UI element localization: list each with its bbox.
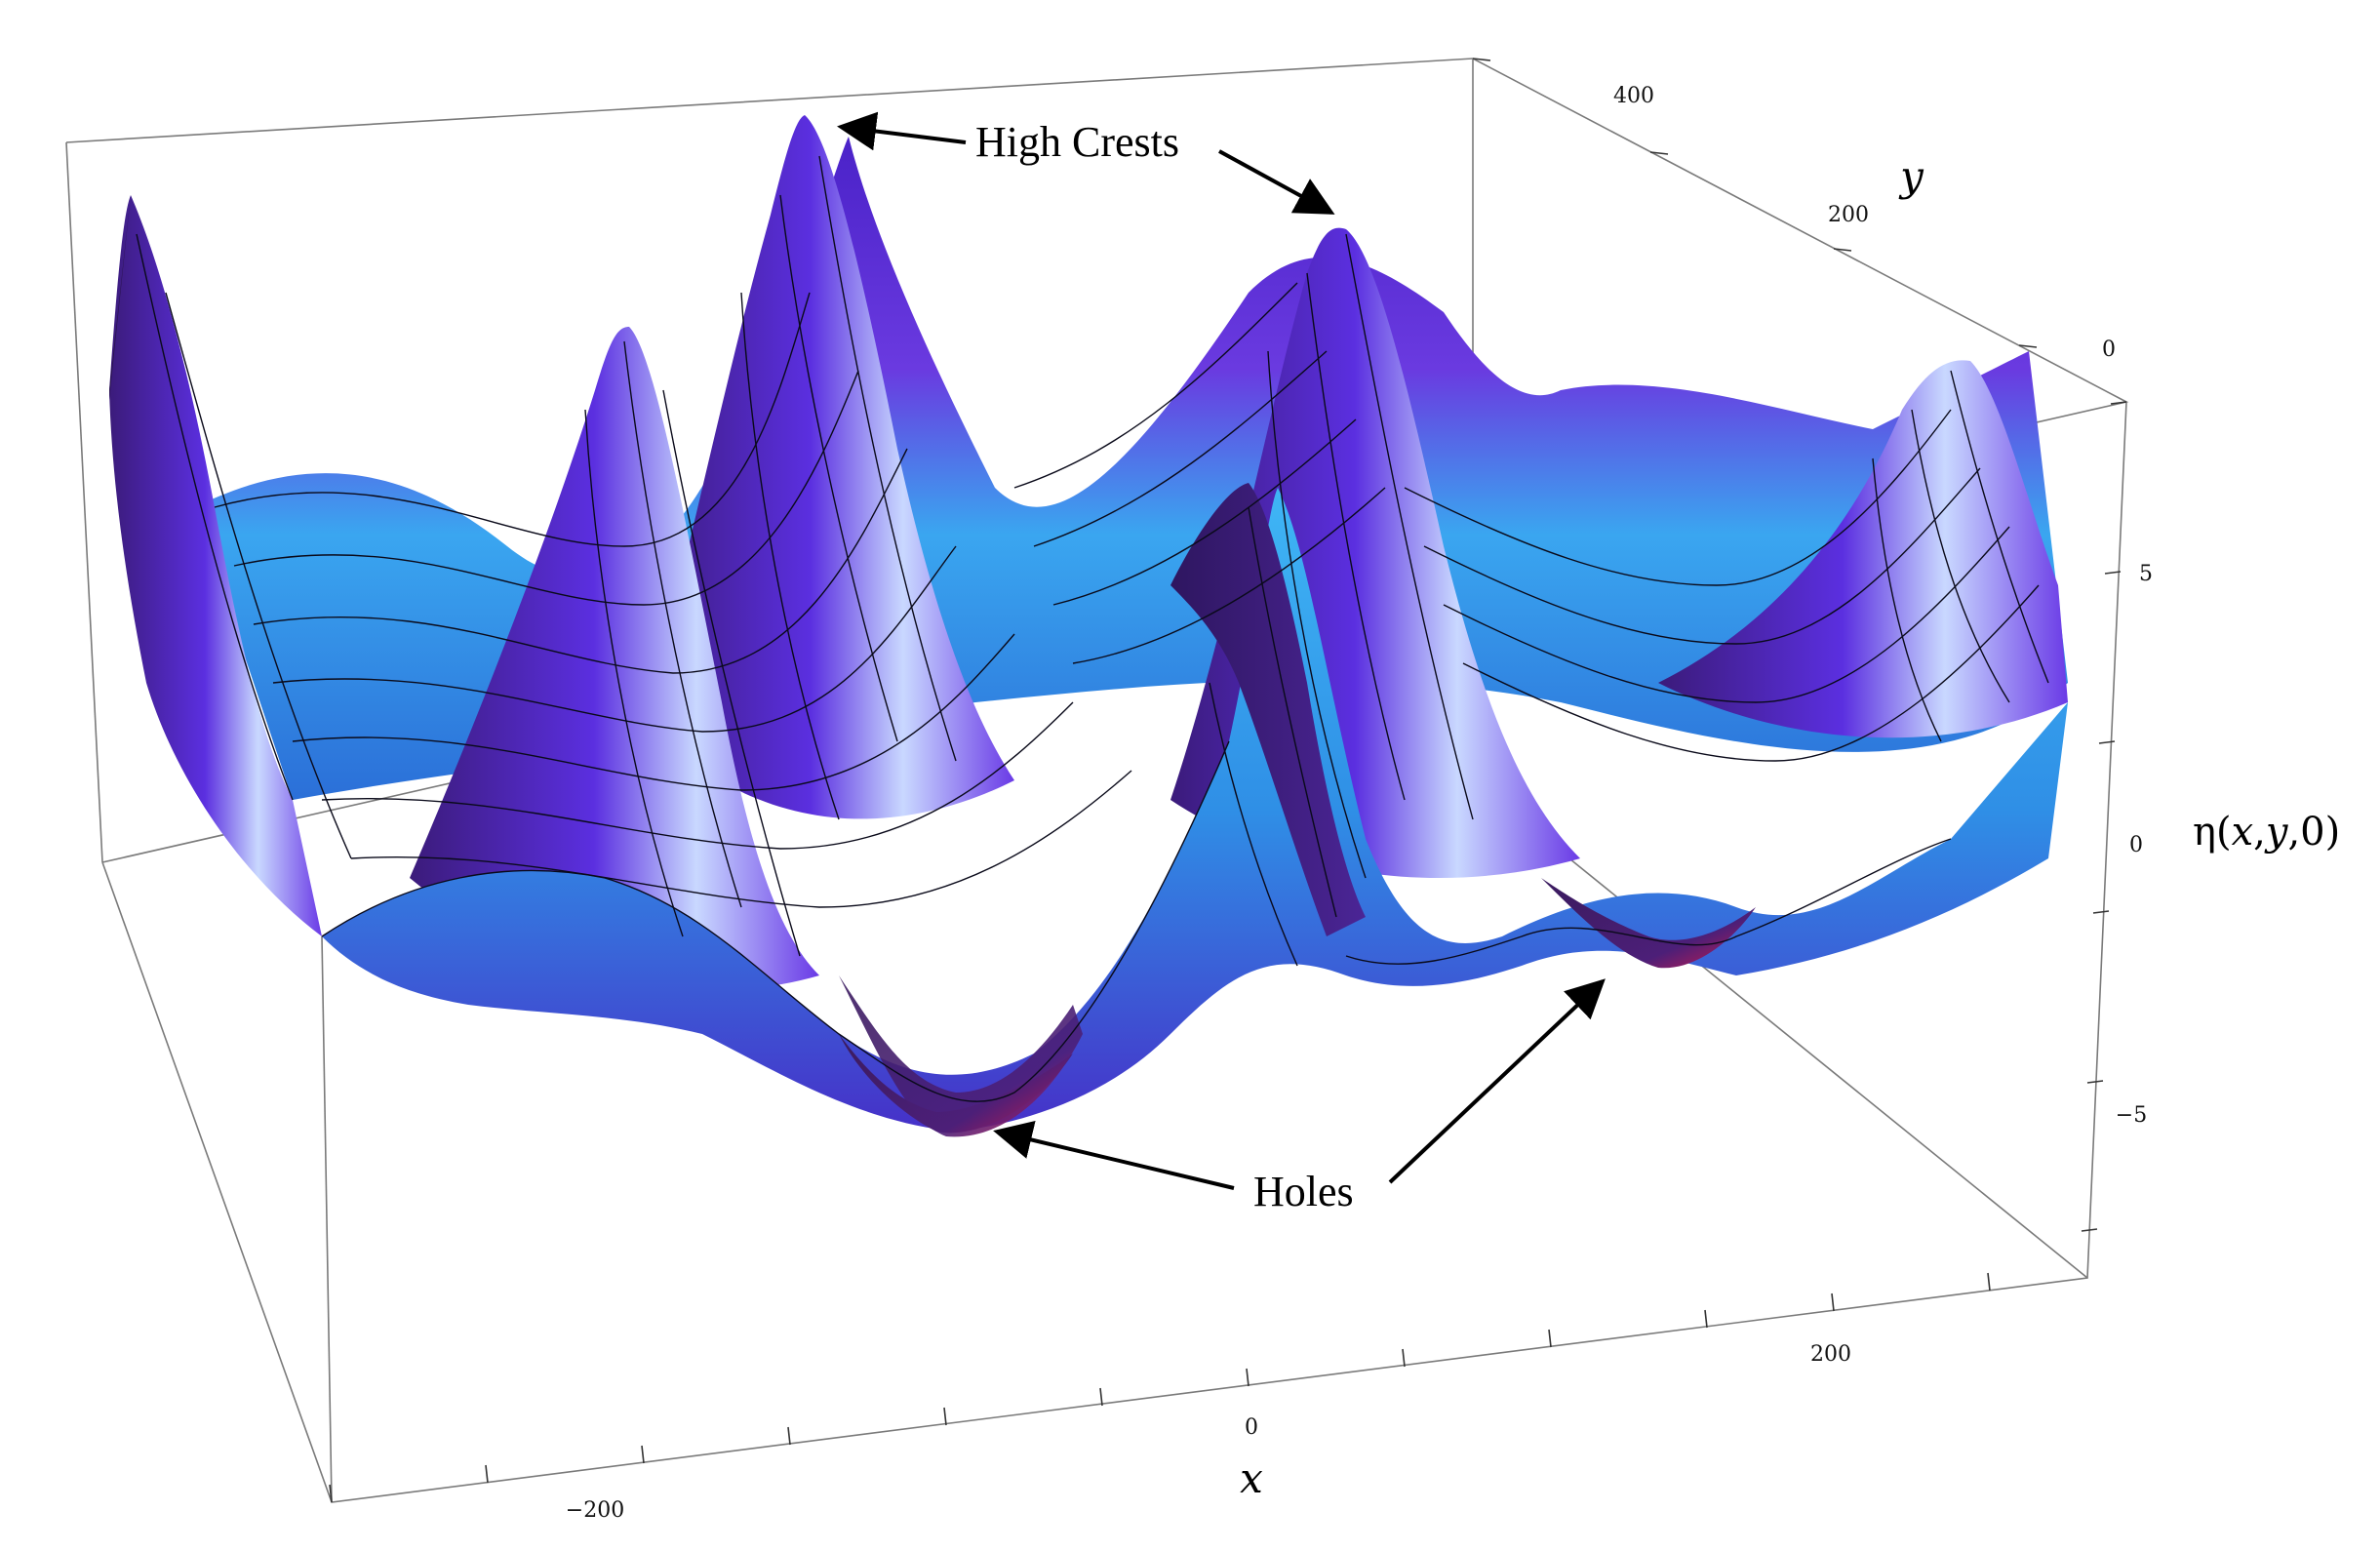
crest-arrow — [1218, 149, 1335, 215]
y-tick-label: 400 — [1613, 84, 1654, 108]
z-axis-label: η(x,y,0) — [2193, 810, 2340, 855]
x-axis: −200 0 200 x — [329, 1272, 1991, 1523]
z-tick-label: 0 — [2129, 833, 2143, 857]
high-crests-label: High Crests — [975, 118, 1179, 166]
hole-arrow — [993, 1120, 1235, 1190]
x-axis-label: x — [1240, 1454, 1263, 1502]
wave-surface — [109, 115, 2068, 1137]
y-tick-label: 200 — [1828, 203, 1869, 227]
holes-label: Holes — [1253, 1168, 1354, 1215]
x-tick-label: −200 — [566, 1498, 624, 1523]
x-tick-label: 0 — [1245, 1415, 1258, 1440]
annotations: High Crests Holes — [837, 111, 1606, 1215]
x-tick-label: 200 — [1810, 1342, 1851, 1367]
y-axis: 0 200 400 y — [1472, 58, 2116, 362]
crest-arrow — [837, 111, 967, 151]
hole-arrow — [1388, 978, 1606, 1184]
z-axis: −5 0 5 η(x,y,0) — [2081, 401, 2340, 1232]
y-tick-label: 0 — [2102, 338, 2116, 362]
z-tick-label: 5 — [2139, 562, 2153, 586]
y-axis-label: y — [1898, 152, 1924, 200]
z-tick-label: −5 — [2116, 1103, 2147, 1128]
